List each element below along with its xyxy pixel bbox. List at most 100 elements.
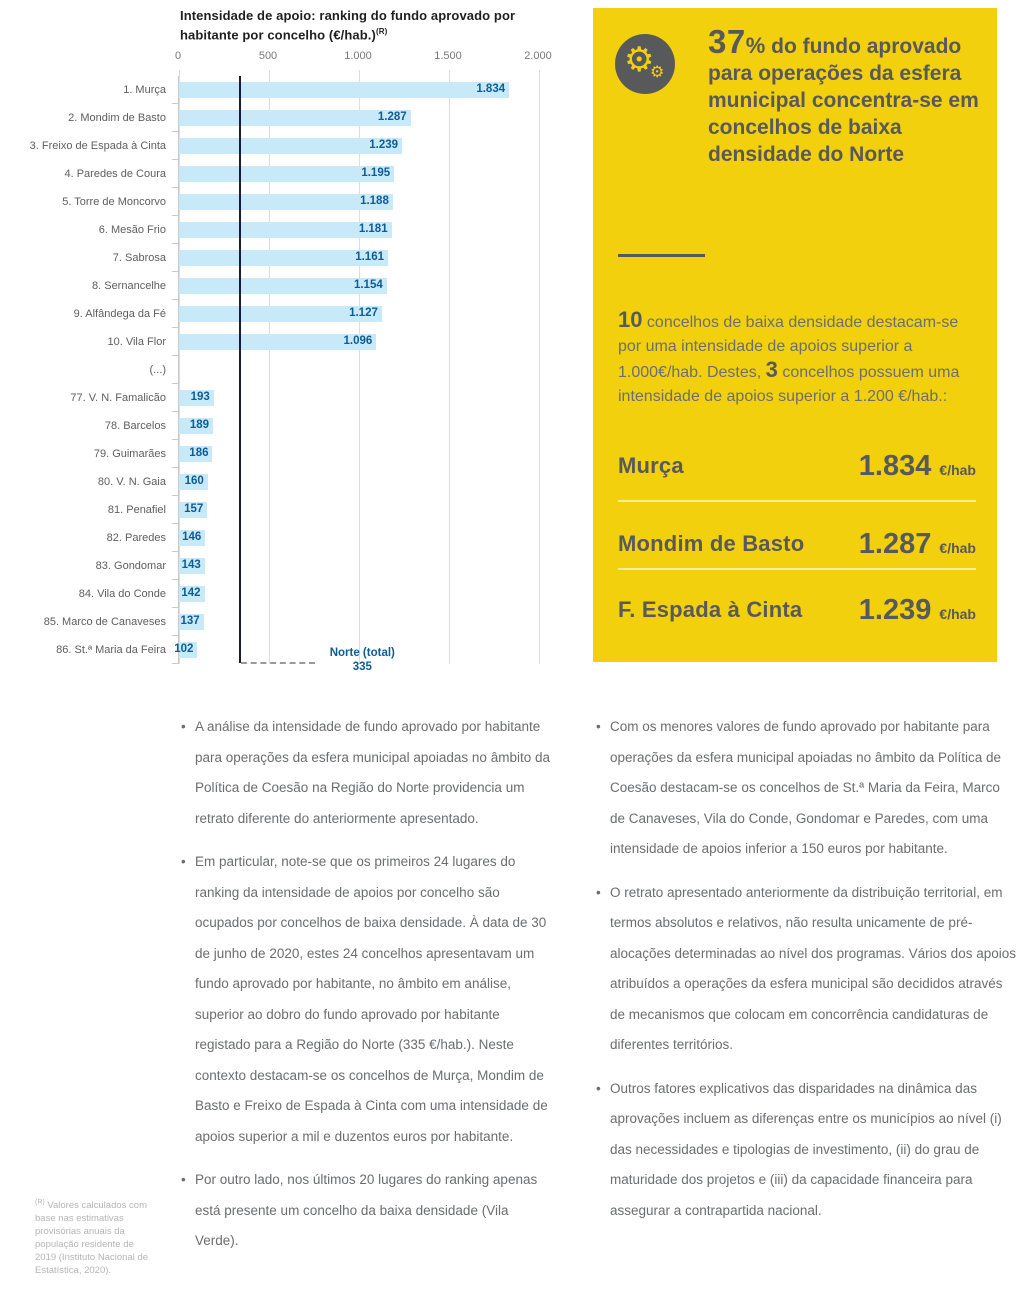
callout-heading-text: do fundo aprovado para operações da esfe…: [708, 35, 979, 166]
category-label: 1. Murça: [123, 84, 166, 96]
bullet-item: • Com os menores valores de fundo aprovad…: [596, 712, 1016, 865]
category-label: 79. Guimarães: [93, 448, 166, 460]
stat-concelho-name: Murça: [618, 453, 684, 478]
bar-value-label: 160: [184, 475, 204, 487]
bar-value-label: 102: [174, 643, 194, 655]
callout-box: ⚙ ⚙ 37% do fundo aprovado para operações…: [593, 8, 997, 662]
x-tick-label: 1.500: [434, 50, 462, 62]
stat-value: 1.239 €/hab: [858, 593, 976, 626]
category-label: 82. Paredes: [106, 532, 166, 544]
stat-unit: €/hab: [939, 539, 976, 556]
bullet-text: Em particular, note-se que os primeiros …: [195, 854, 548, 1144]
gridline: [449, 70, 450, 664]
bar: [179, 558, 205, 574]
callout-stat-row: F. Espada à Cinta 1.239 €/hab: [618, 588, 976, 632]
norte-reference-label: Norte (total) 335: [317, 646, 407, 674]
bar: [179, 418, 214, 434]
stat-concelho-name: F. Espada à Cinta: [618, 597, 803, 622]
bar-value-label: 1.239: [369, 139, 399, 151]
category-label: 80. V. N. Gaia: [97, 476, 166, 488]
callout-divider: [618, 254, 705, 257]
bar: [179, 194, 393, 210]
norte-dashed-connector: [241, 662, 316, 664]
stat-unit: €/hab: [939, 461, 976, 478]
bar-value-label: 1.834: [476, 83, 506, 95]
bar: [179, 642, 198, 658]
bullet-item: • Em particular, note-se que os primeiros…: [181, 847, 553, 1152]
bar-value-label: 186: [189, 447, 209, 459]
bullet-item: • A análise da intensidade de fundo aprov…: [181, 712, 553, 834]
bar: [179, 614, 204, 630]
gridline: [359, 70, 360, 664]
bullet-text: A análise da intensidade de fundo aprova…: [195, 719, 550, 826]
category-label: 81. Penafiel: [107, 504, 166, 516]
bar-value-label: 146: [182, 531, 202, 543]
footnote-marker: (R): [375, 27, 388, 36]
bar-value-label: 137: [180, 615, 200, 627]
x-tick-label: 2.000: [524, 50, 552, 62]
category-label: (...): [149, 364, 167, 376]
bar: [179, 82, 510, 98]
bar: [179, 446, 213, 462]
callout-paragraph-text-2: concelhos possuem uma intensidade de apo…: [618, 364, 960, 405]
callout-paragraph-text-1: concelhos de baixa densidade destacam-se…: [618, 314, 959, 381]
x-tick-label: 500: [258, 50, 278, 62]
category-label: 2. Mondim de Basto: [68, 112, 166, 124]
category-label: 9. Alfândega da Fé: [73, 308, 166, 320]
category-label: 6. Mesão Frio: [98, 224, 166, 236]
category-label: 77. V. N. Famalicão: [70, 392, 166, 404]
bullet-text: Com os menores valores de fundo aprovado…: [610, 719, 1001, 856]
gridline: [539, 70, 540, 664]
bar-value-label: 1.161: [355, 251, 384, 263]
callout-stat-row: Mondim de Basto 1.287 €/hab: [618, 522, 976, 566]
footnote-marker: (R): [35, 1199, 45, 1206]
stat-divider: [618, 568, 976, 570]
stat-concelho-name: Mondim de Basto: [618, 531, 805, 556]
category-label: 3. Freixo de Espada à Cinta: [29, 140, 166, 152]
bar: [179, 166, 395, 182]
gears-icon: ⚙ ⚙: [615, 34, 675, 94]
bar: [179, 278, 387, 294]
bar: [179, 110, 411, 126]
category-label: 86. St.ª Maria da Feira: [56, 644, 166, 656]
bar-value-label: 142: [181, 587, 201, 599]
gear-small-icon: ⚙: [650, 62, 665, 81]
bullet-dot-icon: •: [181, 854, 186, 869]
bullet-dot-icon: •: [596, 884, 601, 900]
bullet-item: • O retrato apresentado anteriormente da …: [596, 878, 1016, 1061]
bars: 1.834 1.287 1.239 1.195 1.188 1.181 1.161 1.154…: [174, 76, 539, 664]
footnote: (R) Valores calculados com base nas esti…: [35, 1196, 149, 1277]
x-axis-tick-labels: 0 500 1.000 1.500 2.000: [174, 50, 552, 64]
bar-value-label: 1.195: [361, 167, 391, 179]
bar: [179, 250, 388, 266]
bar-value-label: 1.181: [358, 223, 388, 235]
bar-value-label: 189: [189, 419, 210, 431]
callout-paragraph: 10 concelhos de baixa densidade destacam…: [618, 308, 976, 408]
callout-number-3: 3: [765, 357, 778, 382]
stat-value: 1.834 €/hab: [858, 449, 976, 482]
chart-plot-area: 1.834 1.287 1.239 1.195 1.188 1.181 1.161 1.154…: [172, 70, 540, 673]
bullet-dot-icon: •: [181, 1172, 186, 1187]
bar: [179, 586, 205, 602]
bar: [179, 334, 377, 350]
bullet-dot-icon: •: [181, 719, 186, 734]
bar: [179, 138, 403, 154]
category-label: 84. Vila do Conde: [78, 588, 166, 600]
bullet-column-right: • Com os menores valores de fundo aprovad…: [596, 712, 1016, 1239]
x-tick-label: 0: [174, 50, 182, 62]
axis-row-ticks: [172, 76, 179, 664]
bar: [179, 502, 208, 518]
category-label: 7. Sabrosa: [112, 252, 166, 264]
intensity-ranking-chart: Intensidade de apoio: ranking do fundo a…: [0, 0, 560, 700]
callout-number-10: 10: [618, 307, 643, 332]
gear-large-icon: ⚙: [624, 40, 655, 80]
category-label: 8. Sernancelhe: [92, 280, 166, 292]
bullet-item: • Por outro lado, nos últimos 20 lugares …: [181, 1165, 553, 1257]
callout-heading: 37% do fundo aprovado para operações da …: [708, 25, 980, 168]
callout-heading-percent: %: [745, 33, 766, 58]
bar: [179, 390, 214, 406]
x-tick-label: 1.000: [344, 50, 372, 62]
norte-reference-line: [239, 76, 242, 663]
bar-value-label: 1.287: [377, 111, 407, 123]
